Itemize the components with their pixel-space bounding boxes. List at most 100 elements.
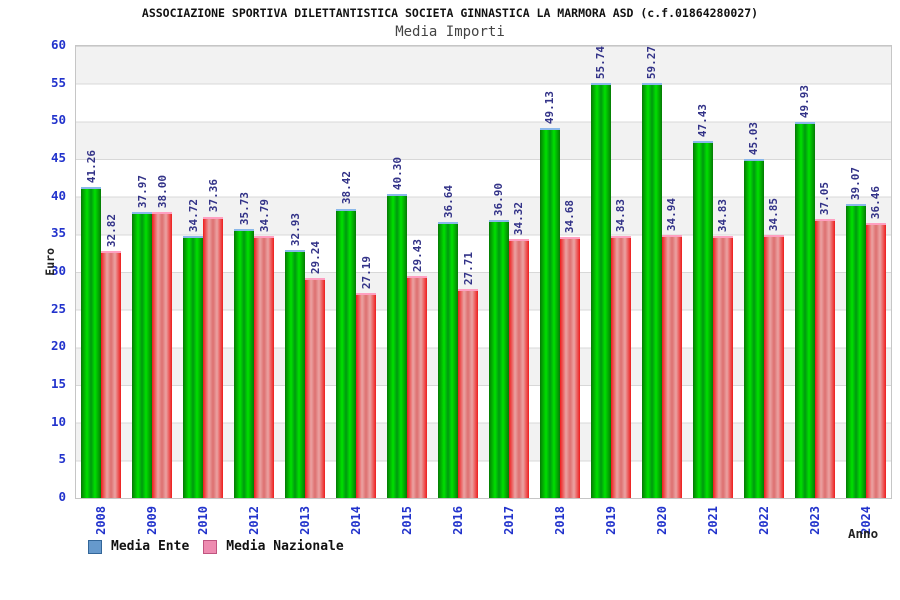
y-axis-tick-25: 25 xyxy=(50,300,66,316)
bar-column-media-nazionale: 34.83 xyxy=(610,46,631,498)
x-axis-label-2023: 2023 xyxy=(807,506,822,535)
bar-column-media-nazionale: 27.19 xyxy=(356,46,377,498)
bar-group-2013: 32.93 29.24 2013 xyxy=(280,46,331,535)
bar-column-media-ente: 35.73 xyxy=(234,46,255,498)
bar-media-nazionale xyxy=(152,211,173,498)
y-axis-tick-30: 30 xyxy=(50,263,66,278)
bar-column-media-ente: 39.07 xyxy=(845,46,866,498)
bar-column-media-ente: 49.13 xyxy=(539,46,560,498)
x-axis-label-2009: 2009 xyxy=(145,506,160,535)
bar-column-media-ente: 55.74 xyxy=(590,46,611,498)
legend-item-media-nazionale: Media Nazionale xyxy=(203,539,344,554)
bar-column-media-ente: 41.26 xyxy=(81,46,102,498)
bar-media-ente xyxy=(590,83,611,498)
x-axis-label-2012: 2012 xyxy=(247,506,262,535)
bar-media-nazionale xyxy=(203,216,224,498)
bar-media-ente xyxy=(488,220,509,498)
plot-area: 41.26 32.82 2008 37.97 38.00 2009 34.72 37.36 20… xyxy=(75,45,892,535)
bar-value-label: 37.97 xyxy=(135,174,149,208)
bar-media-nazionale xyxy=(356,293,377,498)
bar-value-label: 34.79 xyxy=(257,198,271,232)
bar-group-2016: 36.64 27.71 2016 xyxy=(433,46,484,535)
bar-column-media-ente: 47.43 xyxy=(692,46,713,498)
bar-column-media-nazionale: 34.85 xyxy=(763,46,784,498)
bar-column-media-nazionale: 32.82 xyxy=(101,46,122,498)
bar-group-2018: 49.13 34.68 2018 xyxy=(534,46,585,535)
bar-media-ente xyxy=(336,208,357,498)
x-axis-label-2021: 2021 xyxy=(705,506,720,535)
bar-column-media-nazionale: 37.05 xyxy=(814,46,835,498)
legend-swatch-icon xyxy=(88,539,102,554)
bar-value-label: 45.03 xyxy=(747,121,761,155)
bar-column-media-ente: 59.27 xyxy=(641,46,662,498)
bar-group-2021: 47.43 34.83 2021 xyxy=(687,46,738,535)
bar-media-ente xyxy=(285,249,306,498)
bar-media-nazionale xyxy=(254,235,275,498)
y-axis-tick-45: 45 xyxy=(50,150,66,165)
bar-column-media-ente: 49.93 xyxy=(794,46,815,498)
bar-value-label: 29.24 xyxy=(308,240,322,274)
x-axis-label-2020: 2020 xyxy=(654,506,669,535)
bar-value-label: 36.64 xyxy=(441,184,455,218)
bar-value-label: 49.13 xyxy=(543,90,557,124)
bar-media-nazionale xyxy=(407,276,428,498)
legend-label: Media Nazionale xyxy=(226,539,344,554)
legend: Media Ente Media Nazionale xyxy=(88,539,344,554)
bar-media-ente xyxy=(641,83,662,498)
bar-column-media-nazionale: 38.00 xyxy=(152,46,173,498)
y-axis-tick-55: 55 xyxy=(50,74,66,90)
bar-media-nazionale xyxy=(559,236,580,498)
bar-column-media-ente: 45.03 xyxy=(743,46,764,498)
bar-group-2022: 45.03 34.85 2022 xyxy=(738,46,789,535)
bar-value-label: 34.94 xyxy=(665,197,679,231)
bar-column-media-ente: 37.97 xyxy=(132,46,153,498)
x-axis-label-2008: 2008 xyxy=(94,506,109,535)
bar-media-nazionale xyxy=(763,235,784,498)
bar-value-label: 36.46 xyxy=(869,186,883,220)
bar-column-media-ente: 34.72 xyxy=(183,46,204,498)
bar-value-label: 27.19 xyxy=(359,256,373,290)
bar-value-label: 55.74 xyxy=(594,46,608,80)
x-axis-title: Anno xyxy=(848,526,879,541)
bar-value-label: 37.05 xyxy=(818,181,832,215)
y-axis-tick-40: 40 xyxy=(50,187,66,203)
bar-media-nazionale xyxy=(712,235,733,498)
x-axis-label-2016: 2016 xyxy=(451,506,466,535)
bar-column-media-nazionale: 27.71 xyxy=(458,46,479,498)
bar-value-label: 34.68 xyxy=(563,199,577,233)
bar-column-media-ente: 40.30 xyxy=(387,46,408,498)
bar-value-label: 47.43 xyxy=(696,103,710,137)
x-axis-label-2017: 2017 xyxy=(501,506,516,535)
bar-media-ente xyxy=(692,140,713,498)
bar-media-ente xyxy=(132,211,153,498)
bar-column-media-nazionale: 29.43 xyxy=(407,46,428,498)
bar-value-label: 34.32 xyxy=(512,202,526,236)
y-axis-tick-15: 15 xyxy=(50,376,66,391)
bar-media-nazionale xyxy=(610,235,631,498)
bar-media-ente xyxy=(183,236,204,498)
bar-value-label: 32.82 xyxy=(104,213,118,247)
bar-column-media-ente: 36.90 xyxy=(488,46,509,498)
bar-column-media-ente: 32.93 xyxy=(285,46,306,498)
y-axis-tick-20: 20 xyxy=(50,338,66,354)
bar-media-nazionale xyxy=(814,218,835,498)
bar-group-2008: 41.26 32.82 2008 xyxy=(76,46,127,535)
bar-media-nazionale xyxy=(458,289,479,498)
bar-column-media-nazionale: 29.24 xyxy=(305,46,326,498)
bar-group-2015: 40.30 29.43 2015 xyxy=(382,46,433,535)
x-axis-label-2022: 2022 xyxy=(756,506,771,535)
bar-media-ente xyxy=(845,203,866,498)
bar-group-2019: 55.74 34.83 2019 xyxy=(585,46,636,535)
bar-group-2010: 34.72 37.36 2010 xyxy=(178,46,229,535)
chart-subtitle: Media Importi xyxy=(395,24,505,40)
bar-value-label: 34.83 xyxy=(716,198,730,232)
bar-value-label: 29.43 xyxy=(410,239,424,273)
bar-media-nazionale xyxy=(305,277,326,498)
x-axis-label-2015: 2015 xyxy=(400,506,415,535)
bar-column-media-nazionale: 36.46 xyxy=(865,46,886,498)
y-axis-tick-60: 60 xyxy=(50,37,66,52)
bar-value-label: 39.07 xyxy=(849,166,863,200)
bar-value-label: 49.93 xyxy=(798,84,812,118)
bar-column-media-ente: 36.64 xyxy=(438,46,459,498)
